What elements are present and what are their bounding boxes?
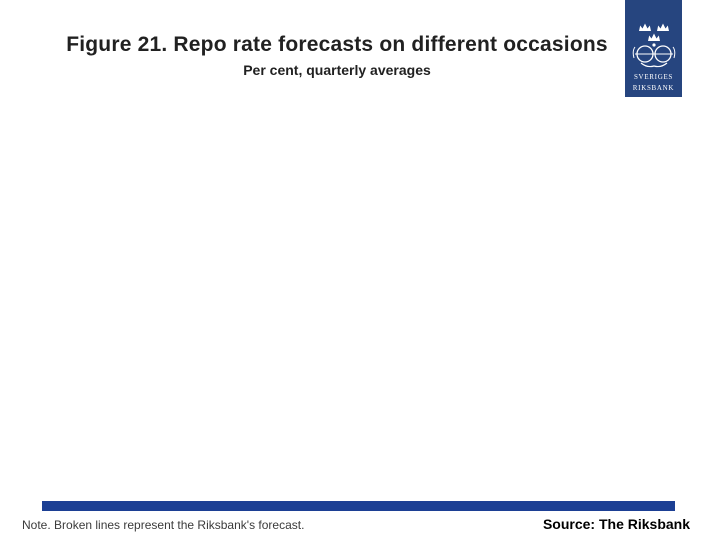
slide-subtitle: Per cent, quarterly averages	[243, 62, 431, 78]
title-block: Figure 21. Repo rate forecasts on differ…	[47, 31, 627, 79]
riksbank-emblem-icon	[632, 23, 675, 68]
slide-title: Figure 21. Repo rate forecasts on differ…	[66, 33, 608, 56]
source-text: Source: The Riksbank	[542, 516, 690, 532]
logo-text-line2: RIKSBANK	[632, 83, 675, 92]
note-text: Note. Broken lines represent the Riksban…	[22, 518, 305, 532]
riksbank-logo: SVERIGES RIKSBANK	[625, 0, 682, 97]
divider-bar	[42, 501, 675, 511]
logo-text-line1: SVERIGES	[633, 73, 674, 81]
